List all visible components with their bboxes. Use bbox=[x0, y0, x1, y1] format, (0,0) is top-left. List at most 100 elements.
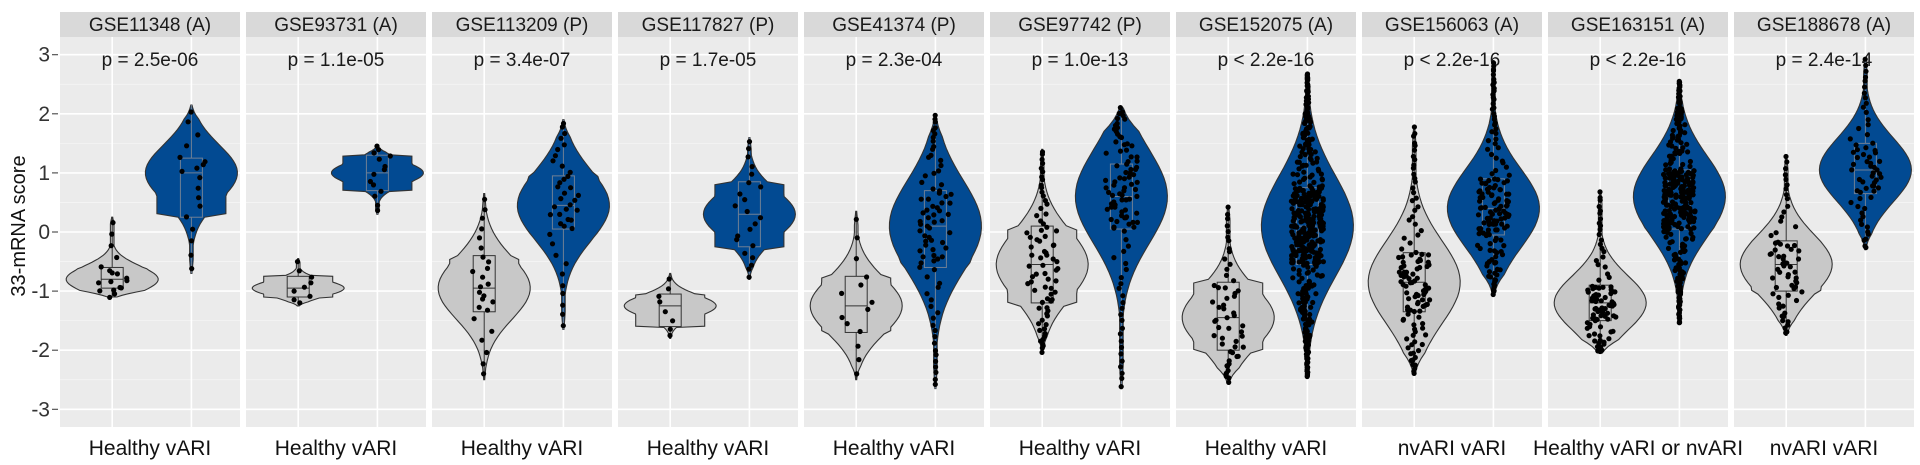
data-point bbox=[1669, 239, 1675, 245]
data-point bbox=[1425, 252, 1432, 258]
data-point bbox=[1597, 195, 1603, 201]
data-point bbox=[568, 185, 574, 191]
data-point bbox=[551, 204, 558, 210]
data-point bbox=[1040, 160, 1046, 166]
facet-strip bbox=[1362, 12, 1542, 37]
data-point bbox=[746, 274, 752, 280]
data-point bbox=[1598, 298, 1604, 304]
data-point bbox=[1401, 235, 1407, 241]
data-point bbox=[1415, 348, 1422, 354]
data-point bbox=[1113, 139, 1119, 145]
facet-title: GSE163151 (A) bbox=[1571, 15, 1705, 36]
data-point bbox=[1039, 156, 1045, 163]
data-point bbox=[1862, 78, 1868, 84]
data-point bbox=[572, 197, 578, 203]
data-point bbox=[177, 154, 183, 160]
facet-title: GSE11348 (A) bbox=[89, 15, 211, 36]
data-point bbox=[1307, 311, 1313, 318]
data-point bbox=[1413, 249, 1419, 256]
x-axis-label: Healthy vARI bbox=[275, 437, 398, 460]
facet-panel: GSE156063 (A) p < 2.2e-16 nvARI vARI bbox=[1362, 12, 1542, 460]
data-point bbox=[1779, 214, 1785, 220]
data-point bbox=[869, 299, 875, 305]
data-point bbox=[1781, 209, 1787, 215]
data-point bbox=[1784, 196, 1790, 202]
data-point bbox=[667, 326, 673, 332]
data-point bbox=[930, 203, 936, 209]
data-point bbox=[1119, 370, 1125, 376]
data-point bbox=[1043, 322, 1049, 328]
data-point bbox=[1039, 349, 1045, 355]
data-point bbox=[1219, 341, 1225, 347]
data-point bbox=[1134, 210, 1140, 216]
data-point bbox=[928, 297, 934, 303]
data-point bbox=[1028, 244, 1034, 250]
data-point bbox=[737, 191, 743, 197]
data-point bbox=[1228, 349, 1234, 355]
data-point bbox=[1784, 329, 1790, 335]
data-point bbox=[1028, 279, 1034, 285]
data-point bbox=[1785, 203, 1791, 209]
data-point bbox=[1131, 224, 1137, 230]
data-point bbox=[1863, 145, 1869, 151]
data-point bbox=[1783, 186, 1789, 192]
data-point bbox=[1411, 162, 1417, 168]
data-point bbox=[367, 178, 373, 185]
data-point bbox=[665, 286, 672, 292]
y-tick-label: 0 bbox=[38, 221, 50, 244]
data-point bbox=[1495, 145, 1501, 151]
data-point bbox=[1489, 257, 1495, 263]
data-point bbox=[858, 282, 864, 288]
data-point bbox=[1295, 291, 1301, 297]
data-point bbox=[480, 254, 486, 260]
data-point bbox=[1040, 262, 1046, 268]
data-point bbox=[1863, 62, 1869, 68]
data-point bbox=[1498, 249, 1504, 255]
data-point bbox=[565, 216, 571, 223]
data-point bbox=[1597, 226, 1603, 233]
data-point bbox=[1134, 154, 1140, 160]
data-point bbox=[184, 143, 190, 149]
data-point bbox=[1787, 264, 1793, 270]
data-point bbox=[1294, 172, 1301, 178]
data-point bbox=[1039, 189, 1045, 195]
data-point bbox=[1126, 221, 1132, 227]
data-point bbox=[1029, 252, 1035, 258]
data-point bbox=[1498, 237, 1504, 243]
data-point bbox=[560, 311, 566, 317]
data-point bbox=[1673, 145, 1679, 151]
data-point bbox=[1404, 336, 1410, 342]
data-point bbox=[1042, 198, 1048, 204]
data-point bbox=[1600, 284, 1606, 290]
data-point bbox=[1673, 192, 1679, 198]
data-point bbox=[1221, 306, 1227, 312]
data-point bbox=[1692, 208, 1698, 214]
data-point bbox=[1317, 246, 1323, 253]
data-point bbox=[1478, 205, 1485, 211]
data-point bbox=[309, 274, 315, 280]
data-point bbox=[1863, 68, 1869, 74]
data-point bbox=[1491, 76, 1497, 82]
x-axis-label: Healthy vARI bbox=[833, 437, 956, 460]
data-point bbox=[930, 138, 936, 144]
data-point bbox=[1776, 254, 1782, 260]
data-point bbox=[1877, 158, 1883, 164]
data-point bbox=[839, 314, 845, 321]
data-point bbox=[114, 271, 120, 277]
data-point bbox=[1855, 203, 1861, 210]
data-point bbox=[1120, 113, 1126, 119]
data-point bbox=[1111, 199, 1117, 205]
data-point bbox=[1319, 183, 1325, 189]
data-point bbox=[1239, 333, 1245, 339]
data-point bbox=[1427, 297, 1433, 303]
data-point bbox=[937, 280, 943, 286]
data-point bbox=[1853, 142, 1859, 148]
data-point bbox=[185, 119, 191, 125]
p-value-label: p = 2.4e-14 bbox=[1776, 50, 1873, 71]
data-point bbox=[931, 212, 937, 218]
data-point bbox=[1412, 207, 1418, 213]
data-point bbox=[1128, 154, 1134, 160]
data-point bbox=[926, 234, 932, 240]
facet-panel: GSE163151 (A) p < 2.2e-16 Healthy vARI or … bbox=[1533, 12, 1743, 460]
data-point bbox=[1862, 74, 1869, 80]
